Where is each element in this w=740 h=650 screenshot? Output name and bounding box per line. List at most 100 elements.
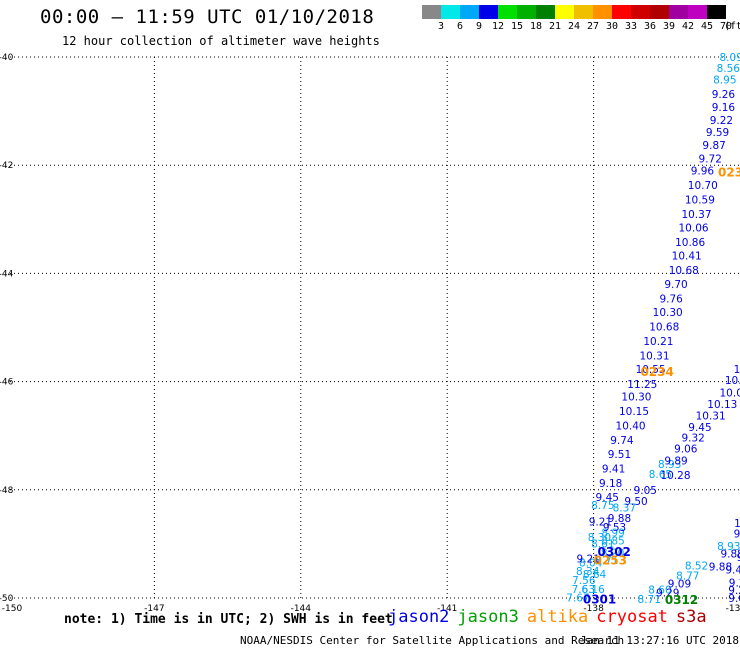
wave-height-value: 9.18 bbox=[599, 478, 622, 490]
wave-height-value: 10.28 bbox=[660, 470, 690, 482]
wave-height-value: 10.37 bbox=[681, 209, 711, 221]
generated-timestamp: Jan 11 13:27:16 UTC 2018 bbox=[580, 634, 739, 647]
legend-label: 36 bbox=[643, 21, 657, 32]
pass-time-label: 0302 bbox=[598, 545, 631, 559]
longitude-label: -13 bbox=[726, 604, 740, 614]
legend-label: 45 bbox=[700, 21, 714, 32]
legend-swatch bbox=[707, 5, 726, 19]
pass-time-labels: 02340234030202530301031203 bbox=[583, 166, 740, 607]
wave-height-value: 9.46 bbox=[725, 564, 740, 576]
page-subtitle: 12 hour collection of altimeter wave hei… bbox=[62, 34, 380, 48]
wave-height-value: 8.95 bbox=[713, 75, 736, 87]
legend-label: 18 bbox=[529, 21, 543, 32]
wave-height-value: 10.68 bbox=[669, 265, 699, 277]
credit-line: NOAA/NESDIS Center for Satellite Applica… bbox=[240, 634, 625, 647]
wave-height-value: 10.3 bbox=[734, 518, 740, 530]
wave-height-value: 9.09 bbox=[668, 578, 691, 590]
wave-height-value: 8.60 bbox=[648, 584, 671, 596]
wave-height-value: 9.88 bbox=[709, 562, 732, 574]
legend-label: 39 bbox=[662, 21, 676, 32]
wave-height-value: 9.16 bbox=[712, 102, 736, 114]
wave-height-value: 8.04 bbox=[579, 557, 603, 569]
wave-height-value: 7.56 bbox=[572, 575, 596, 587]
wave-height-value: 9.59 bbox=[706, 127, 729, 139]
legend-label: 24 bbox=[567, 21, 581, 32]
legend-swatch bbox=[460, 5, 479, 19]
wave-height-value: 11.25 bbox=[627, 379, 657, 391]
wave-height-value: 8.20 bbox=[601, 548, 624, 560]
legend-swatch bbox=[650, 5, 669, 19]
satellite-key-altika: altika bbox=[526, 607, 589, 627]
wave-height-value: 8.77 bbox=[676, 570, 699, 582]
wave-height-value: 9.88 bbox=[720, 549, 740, 561]
units-note: note: 1) Time is in UTC; 2) SWH is in fe… bbox=[64, 612, 393, 627]
wave-height-value: 9.06 bbox=[674, 444, 698, 456]
legend-color-bar bbox=[422, 5, 740, 19]
legend-swatch bbox=[688, 5, 707, 19]
legend-label: 9 bbox=[475, 21, 483, 32]
wave-height-value: 9.72 bbox=[699, 154, 722, 166]
wave-height-value: 10.86 bbox=[675, 237, 705, 249]
legend-label: 15 bbox=[510, 21, 524, 32]
legend-swatch bbox=[536, 5, 555, 19]
legend-label: 30 bbox=[605, 21, 619, 32]
wave-height-value: 9.89 bbox=[664, 456, 687, 468]
wave-height-value: 10.06 bbox=[679, 222, 709, 234]
legend-label: 6 bbox=[456, 21, 464, 32]
wave-height-value: 9.41 bbox=[602, 464, 625, 476]
legend-label: 21 bbox=[548, 21, 562, 32]
satellite-key-s3a: s3a bbox=[675, 607, 707, 627]
pass-time-label: 0253 bbox=[594, 554, 627, 568]
wave-height-value: 9.45 bbox=[596, 492, 619, 504]
satellite-key: jason2 jason3 altika cryosat s3a bbox=[388, 607, 715, 627]
wave-height-value: 9.25 bbox=[728, 585, 740, 597]
cryosat-track: 8.098.568.95 7.677.636.167.568.648.348.04… bbox=[566, 52, 740, 606]
pass-time-label: 0301 bbox=[583, 593, 616, 607]
pass-time-label: 0234 bbox=[640, 365, 673, 379]
latitude-label: -42 bbox=[0, 161, 13, 171]
wave-height-value: 9.03 bbox=[737, 552, 740, 564]
wave-height-value: 10.68 bbox=[649, 321, 679, 333]
wave-height-value: 8.34 bbox=[576, 566, 600, 578]
legend-unit-label: (ft) bbox=[723, 21, 740, 32]
wave-height-value: 8.56 bbox=[717, 63, 740, 75]
pass-time-label: 0234 bbox=[718, 166, 740, 180]
wave-height-value: 8.37 bbox=[613, 503, 636, 515]
pass-time-label: 0312 bbox=[665, 593, 698, 607]
wave-height-value: 9.50 bbox=[624, 496, 647, 508]
legend-swatch bbox=[422, 5, 441, 19]
wave-height-value: 9.21 bbox=[577, 554, 600, 566]
longitude-label: -141 bbox=[437, 604, 457, 614]
legend-label: 33 bbox=[624, 21, 638, 32]
legend-swatch bbox=[631, 5, 650, 19]
legend-swatch bbox=[479, 5, 498, 19]
legend-label: 42 bbox=[681, 21, 695, 32]
wave-height-value: 9.76 bbox=[659, 293, 683, 305]
wave-height-value: 10.31 bbox=[696, 411, 726, 423]
wave-height-value: 7.67 bbox=[566, 592, 589, 604]
wave-height-value: 8.99 bbox=[601, 528, 624, 540]
wave-height-value: 10.15 bbox=[619, 406, 649, 418]
wave-height-value: 8.71 bbox=[638, 594, 661, 606]
legend-swatch bbox=[593, 5, 612, 19]
latitude-label: -46 bbox=[0, 378, 14, 388]
legend-swatch bbox=[669, 5, 688, 19]
latitude-label: -40 bbox=[0, 53, 14, 63]
wave-height-value: 9.05 bbox=[634, 485, 657, 497]
legend-swatch bbox=[498, 5, 517, 19]
map-axis-labels: -40 -42 -44 -46 -48 -50-150 -147 -144 -141 -138 -1… bbox=[0, 53, 740, 614]
wave-height-value: 9.88 bbox=[608, 513, 631, 525]
wave-height-value: 9.87 bbox=[702, 140, 725, 152]
wave-height-value: 10.70 bbox=[688, 180, 718, 192]
wave-height-value: 9.02 bbox=[728, 593, 740, 605]
wave-height-value: 6.16 bbox=[581, 584, 605, 596]
satellite-key-jason3: jason3 bbox=[457, 607, 519, 627]
wave-height-value: 9.96 bbox=[691, 166, 715, 178]
wave-height-value: 8.71 bbox=[595, 555, 618, 567]
legend-label: 27 bbox=[586, 21, 600, 32]
satellite-key-jason2: jason2 bbox=[388, 607, 450, 627]
wave-height-value: 10.30 bbox=[653, 307, 683, 319]
wave-height-value: 8.30 bbox=[588, 532, 611, 544]
legend-swatch bbox=[517, 5, 536, 19]
